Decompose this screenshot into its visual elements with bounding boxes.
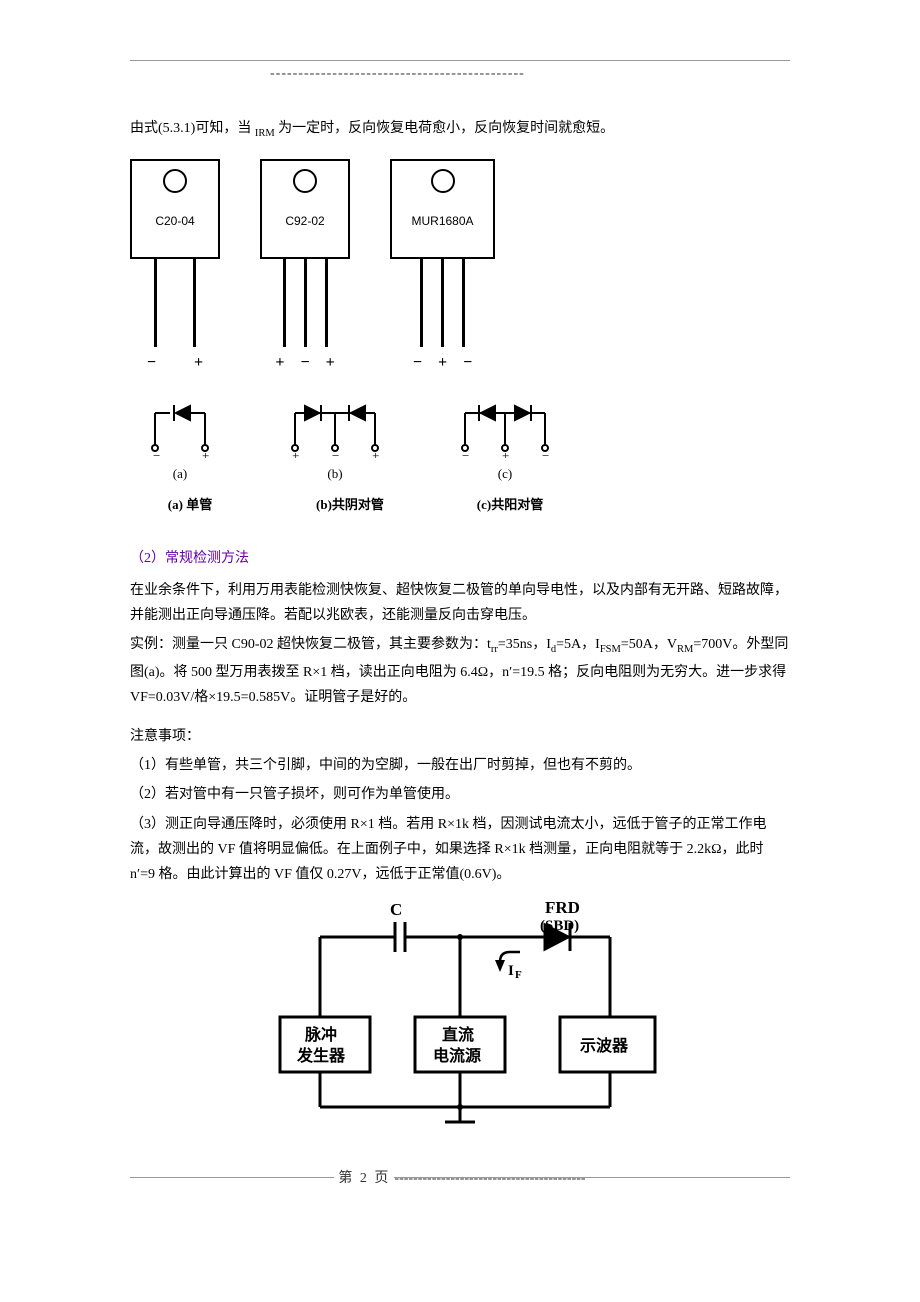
schematic-c-svg: − + − xyxy=(450,398,560,458)
svg-text:+: + xyxy=(372,448,379,458)
box2-l2: 电流源 xyxy=(433,1046,481,1065)
schematic-c-letter: (c) xyxy=(498,462,512,485)
circuit-svg: C FRD (SBD) I F 脉冲 发生器 直流 电流源 示波器 xyxy=(250,897,670,1147)
note-2: （2）若对管中有一只管子损坏，则可作为单管使用。 xyxy=(130,782,790,807)
if-label: I xyxy=(508,963,514,979)
p2-a: =35ns，I xyxy=(498,637,551,652)
schematic-c: − + − (c) xyxy=(450,398,560,485)
intro-suffix: 为一定时，反向恢复电荷愈小，反向恢复时间就愈短。 xyxy=(275,121,615,136)
notes-title: 注意事项： xyxy=(130,724,790,749)
header-rule xyxy=(130,60,790,61)
package-a-body: C20-04 xyxy=(130,159,220,259)
mount-hole-icon xyxy=(163,169,187,193)
svg-text:+: + xyxy=(292,448,299,458)
mount-hole-icon xyxy=(431,169,455,193)
package-b: C92-02 + − + xyxy=(260,159,350,378)
package-a-label: C20-04 xyxy=(155,211,194,233)
box1-l2: 发生器 xyxy=(296,1046,346,1065)
lead xyxy=(283,257,286,347)
note-3: （3）测正向导通压降时，必须使用 R×1 档。若用 R×1k 档，因测试电流太小… xyxy=(130,812,790,888)
sign: + xyxy=(194,349,203,378)
package-a-leads xyxy=(154,257,196,347)
lead xyxy=(420,257,423,347)
schematic-b-letter: (b) xyxy=(327,462,342,485)
frd-label-2: (SBD) xyxy=(540,918,579,934)
p2-b: =5A，I xyxy=(556,637,600,652)
schematic-a-svg: − + xyxy=(140,398,220,458)
schematic-row: − + (a) + − + (b) xyxy=(130,398,790,485)
lead xyxy=(462,257,465,347)
package-c-label: MUR1680A xyxy=(411,211,473,233)
caption-a: (a) 单管 xyxy=(140,493,240,516)
lead xyxy=(304,257,307,347)
package-b-label: C92-02 xyxy=(285,211,324,233)
svg-text:−: − xyxy=(462,448,469,458)
para-1: 在业余条件下，利用万用表能检测快恢复、超快恢复二极管的单向导电性，以及内部有无开… xyxy=(130,578,790,628)
svg-text:F: F xyxy=(515,969,522,981)
p2-rm: RM xyxy=(677,644,693,655)
p2-fsm: FSM xyxy=(600,644,621,655)
header-dashes: ----------------------------------------… xyxy=(130,61,790,86)
mount-hole-icon xyxy=(293,169,317,193)
sign: + xyxy=(438,349,447,378)
package-b-leads xyxy=(283,257,328,347)
footer-rule: 第 2 页-----------------------------------… xyxy=(130,1177,790,1203)
para-2: 实例：测量一只 C90-02 超快恢复二极管，其主要参数为：trr=35ns，I… xyxy=(130,632,790,710)
package-c-body: MUR1680A xyxy=(390,159,495,259)
caption-row: (a) 单管 (b)共阴对管 (c)共阳对管 xyxy=(130,493,790,516)
footer-dashes: ----------------------------------------… xyxy=(394,1171,585,1186)
lead xyxy=(154,257,157,347)
footer-page: 第 2 页 xyxy=(334,1166,394,1191)
p2-rr: rr xyxy=(491,644,498,655)
frd-label-1: FRD xyxy=(545,898,580,917)
box2-l1: 直流 xyxy=(442,1025,474,1044)
package-b-body: C92-02 xyxy=(260,159,350,259)
sign: − xyxy=(463,349,472,378)
circuit-diagram: C FRD (SBD) I F 脉冲 发生器 直流 电流源 示波器 xyxy=(130,897,790,1147)
sign: + xyxy=(275,349,284,378)
c-label: C xyxy=(390,900,402,919)
package-a: C20-04 − + xyxy=(130,159,220,378)
caption-b: (b)共阴对管 xyxy=(300,493,400,516)
package-c-leads xyxy=(420,257,465,347)
package-b-signs: + − + xyxy=(275,349,334,378)
svg-text:−: − xyxy=(542,448,549,458)
package-row: C20-04 − + C92-02 + − + MUR1680 xyxy=(130,159,790,378)
sign: − xyxy=(413,349,422,378)
schematic-a-letter: (a) xyxy=(173,462,187,485)
intro-prefix: 由式(5.3.1)可知，当 xyxy=(130,121,255,136)
sign: − xyxy=(300,349,309,378)
lead xyxy=(441,257,444,347)
sign: + xyxy=(326,349,335,378)
lead xyxy=(325,257,328,347)
p2-pre: 实例：测量一只 C90-02 超快恢复二极管，其主要参数为：t xyxy=(130,637,491,652)
intro-paragraph: 由式(5.3.1)可知，当 IRM 为一定时，反向恢复电荷愈小，反向恢复时间就愈… xyxy=(130,116,790,144)
section-2-title: （2）常规检测方法 xyxy=(130,546,790,571)
box1-l1: 脉冲 xyxy=(304,1025,337,1044)
sign: − xyxy=(147,349,156,378)
p2-c: =50A，V xyxy=(621,637,677,652)
package-c: MUR1680A − + − xyxy=(390,159,495,378)
intro-sub: IRM xyxy=(255,128,275,139)
lead xyxy=(193,257,196,347)
schematic-b-svg: + − + xyxy=(280,398,390,458)
caption-c: (c)共阳对管 xyxy=(460,493,560,516)
schematic-a: − + (a) xyxy=(140,398,220,485)
package-c-signs: − + − xyxy=(413,349,472,378)
note-1: （1）有些单管，共三个引脚，中间的为空脚，一般在出厂时剪掉，但也有不剪的。 xyxy=(130,753,790,778)
svg-text:−: − xyxy=(332,448,339,458)
svg-text:−: − xyxy=(153,448,160,458)
schematic-b: + − + (b) xyxy=(280,398,390,485)
svg-text:+: + xyxy=(202,448,209,458)
svg-text:+: + xyxy=(502,448,509,458)
box3: 示波器 xyxy=(580,1036,629,1055)
package-a-signs: − + xyxy=(147,349,203,378)
